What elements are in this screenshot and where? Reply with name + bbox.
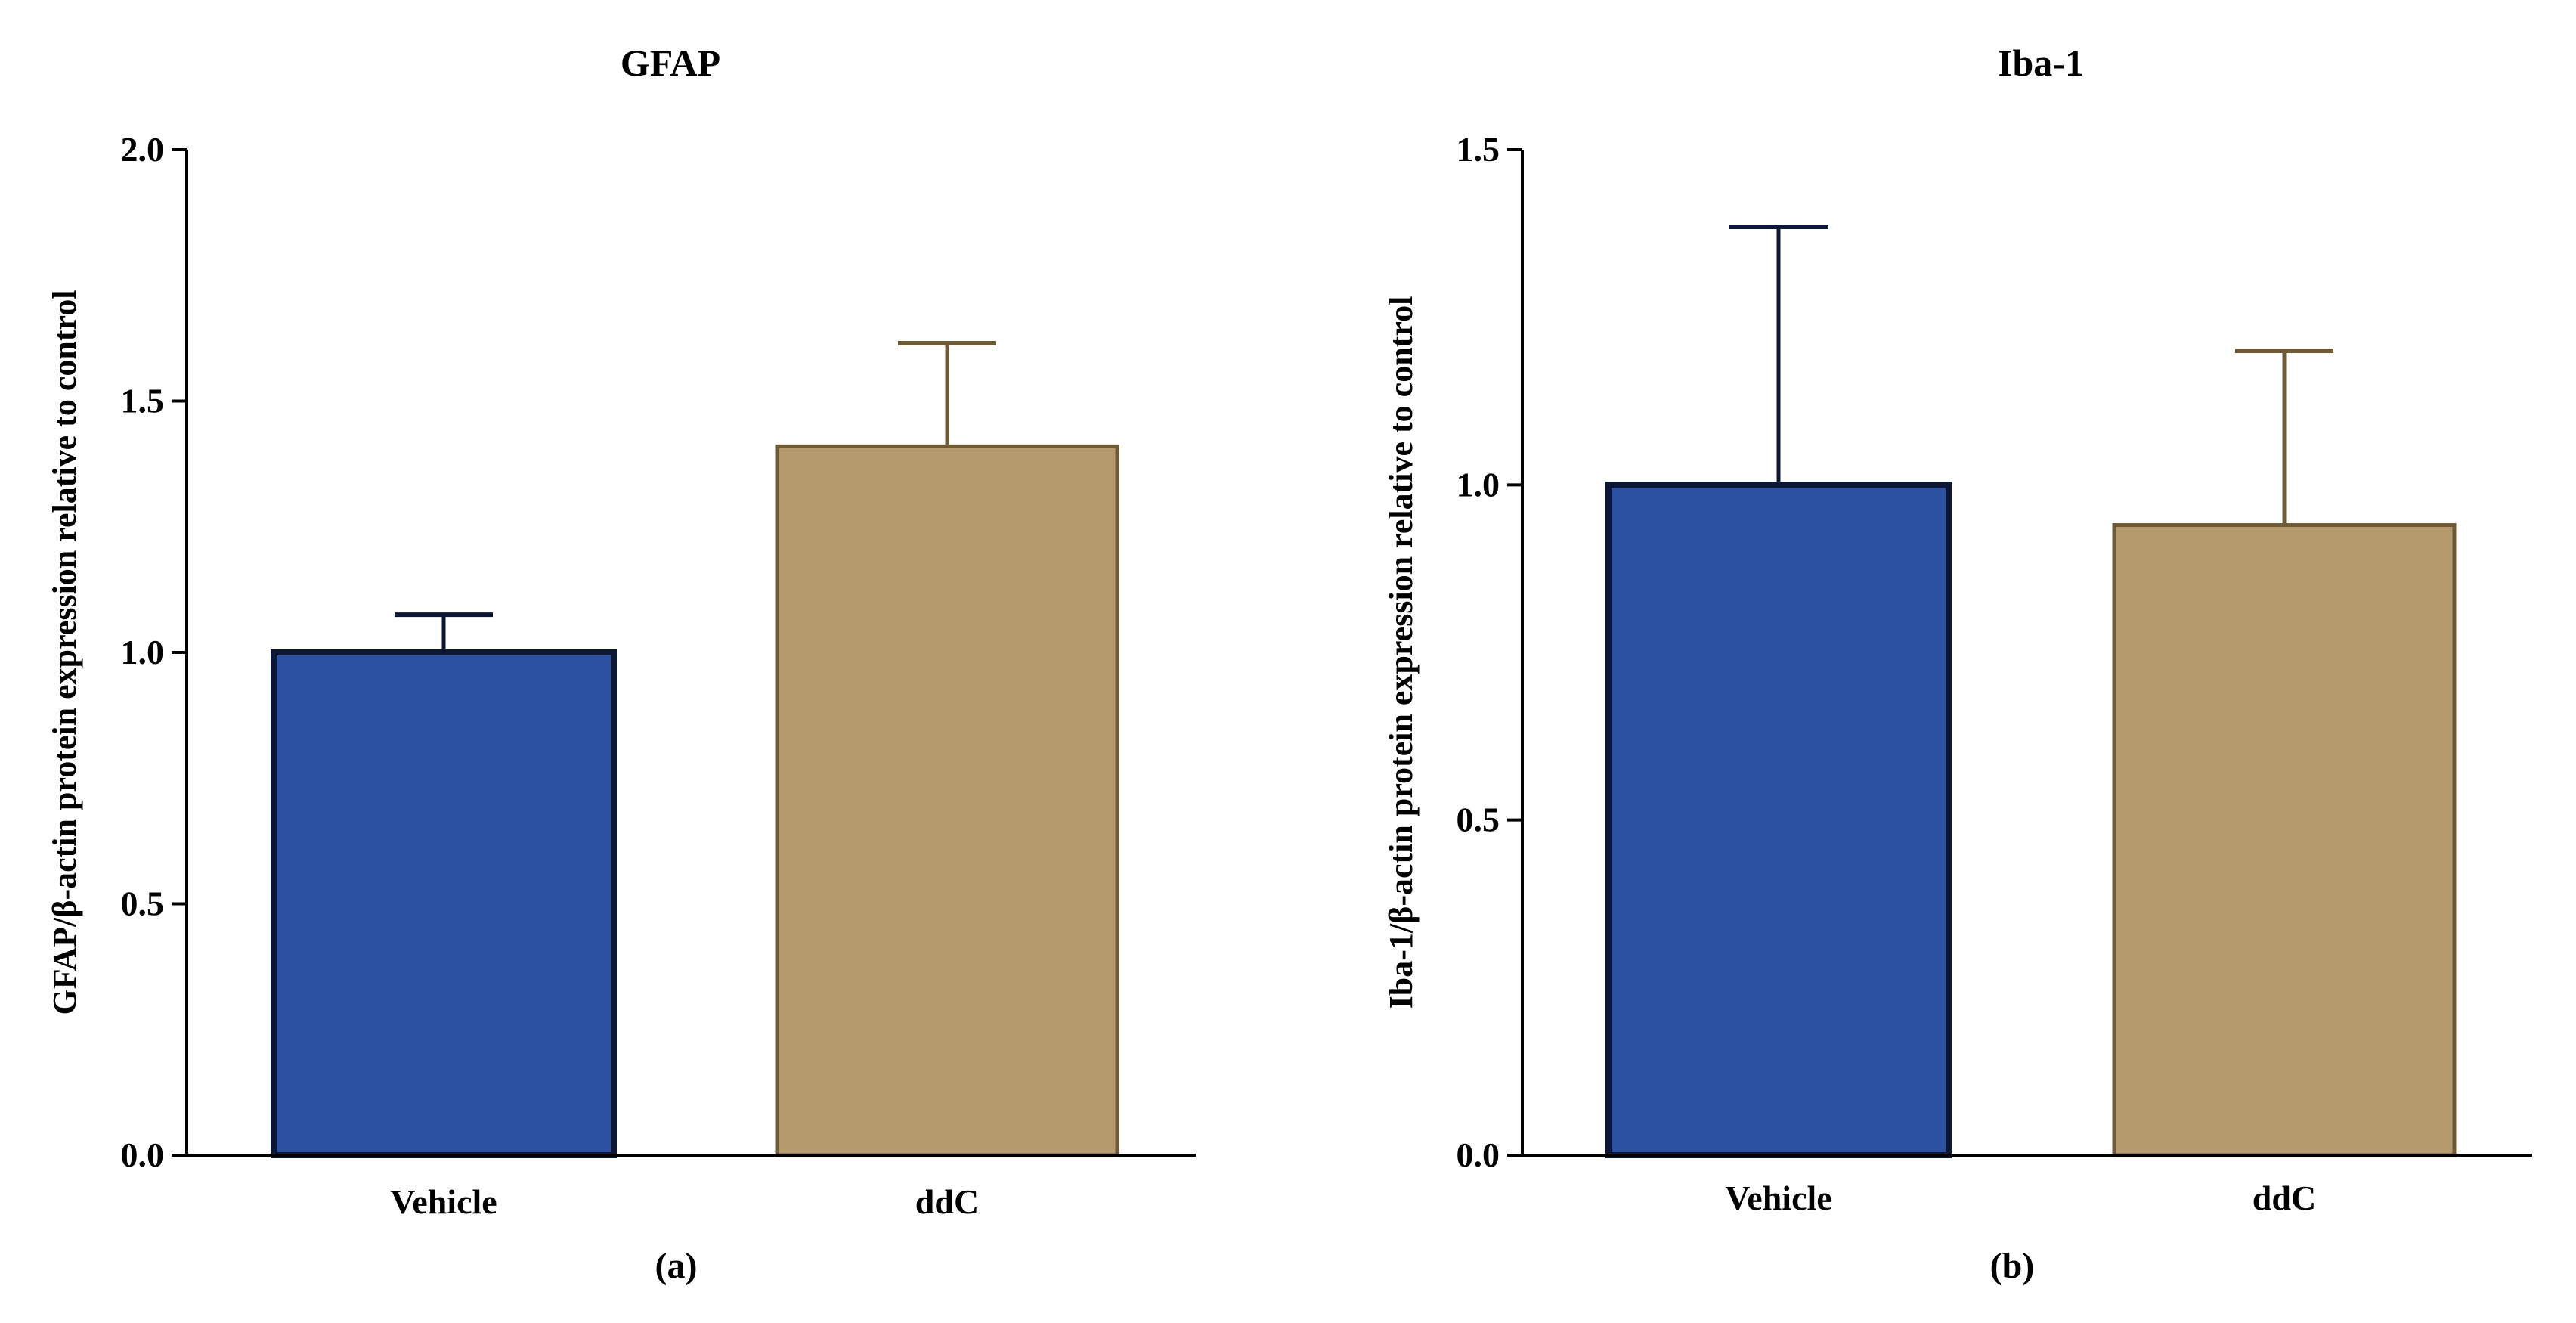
y-tick-label: 1.5 xyxy=(1457,130,1500,169)
y-tick-label: 2.0 xyxy=(121,130,165,169)
y-tick-label: 1.0 xyxy=(121,633,165,671)
y-tick-label: 0.5 xyxy=(121,885,165,923)
category-label: ddC xyxy=(915,1182,979,1221)
chart-panel-gfap: GFAP Vehicle ddC 0.0 0.5 1.0 1.5 2.0 GFAP/β-acti… xyxy=(46,42,1196,1286)
bar-ddc xyxy=(2112,523,2457,1157)
category-label: ddC xyxy=(2252,1179,2316,1217)
y-axis-label: Iba-1/β-actin protein expression relativ… xyxy=(1382,296,1420,1009)
bar-ddc xyxy=(775,444,1119,1157)
y-tick-label: 0.0 xyxy=(1457,1136,1500,1174)
category-label: Vehicle xyxy=(390,1182,497,1221)
y-tick-label: 0.5 xyxy=(1457,801,1500,839)
panel-label: (b) xyxy=(1990,1246,2035,1286)
chart-title: Iba-1 xyxy=(1998,42,2084,84)
y-tick-label: 0.0 xyxy=(121,1136,165,1174)
bar-vehicle xyxy=(271,649,617,1158)
bar-vehicle xyxy=(1605,482,1952,1158)
chart-title: GFAP xyxy=(621,42,720,84)
chart-panel-iba1: Iba-1 Vehicle ddC 0.0 0.5 1.0 1.5 Iba-1/β-actin… xyxy=(1382,42,2532,1286)
panel-label: (a) xyxy=(655,1246,698,1286)
y-tick-label: 1.5 xyxy=(121,382,165,420)
y-axis-label: GFAP/β-actin protein expression relative… xyxy=(46,290,83,1015)
category-label: Vehicle xyxy=(1725,1179,1831,1217)
y-tick-label: 1.0 xyxy=(1457,465,1500,503)
